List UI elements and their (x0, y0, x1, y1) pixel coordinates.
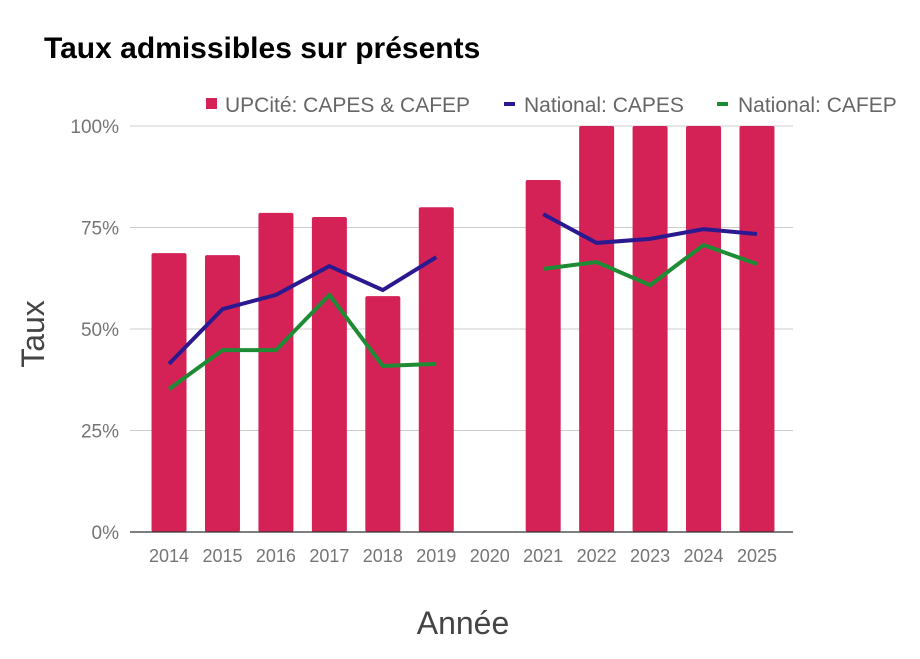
y-tick-label: 100% (70, 117, 119, 138)
y-axis-ticks: 0% 25% 50% 75% 100% (70, 117, 119, 544)
x-tick-label: 2021 (523, 546, 563, 566)
bar-2023 (632, 126, 668, 532)
legend-label-upcite: UPCité: CAPES & CAFEP (225, 94, 470, 117)
y-tick-label: 50% (81, 320, 119, 341)
y-axis-title: Taux (15, 300, 51, 368)
y-tick-label: 0% (92, 523, 120, 544)
x-axis-ticks: 2014 2015 2016 2017 2018 2019 2020 2021 2022 2023… (149, 546, 777, 566)
x-tick-label: 2018 (363, 546, 403, 566)
x-axis-title: Année (417, 605, 510, 641)
line-national-cafep (167, 291, 437, 391)
x-tick-label: 2016 (256, 546, 296, 566)
legend-swatch-national-capes (504, 102, 515, 106)
chart-title: Taux admissibles sur présents (44, 32, 480, 65)
legend: UPCité: CAPES & CAFEP National: CAPES Na… (206, 94, 897, 117)
bar-2016 (258, 212, 294, 532)
x-tick-label: 2017 (309, 546, 349, 566)
bar-2025 (739, 126, 775, 532)
bar-2019 (418, 207, 454, 532)
y-tick-label: 75% (81, 219, 119, 240)
x-tick-label: 2015 (202, 546, 242, 566)
bar-2022 (579, 126, 615, 532)
legend-swatch-national-cafep (717, 102, 728, 106)
legend-label-national-capes: National: CAPES (524, 94, 684, 117)
x-tick-label: 2024 (684, 546, 724, 566)
bar-2021 (525, 179, 561, 533)
legend-swatch-upcite (206, 98, 217, 109)
y-tick-label: 25% (81, 422, 119, 443)
line-national-capes (167, 255, 438, 366)
x-tick-label: 2022 (577, 546, 617, 566)
bar-2018 (365, 296, 401, 532)
x-tick-label: 2014 (149, 546, 189, 566)
bar-2014 (151, 253, 187, 532)
x-tick-label: 2020 (470, 546, 510, 566)
x-tick-label: 2025 (737, 546, 777, 566)
line-series (167, 212, 758, 391)
bar-2017 (311, 216, 347, 532)
x-tick-label: 2023 (630, 546, 670, 566)
legend-label-national-cafep: National: CAFEP (738, 94, 897, 117)
x-tick-label: 2019 (416, 546, 456, 566)
bar-2015 (204, 255, 240, 532)
gridlines (130, 125, 793, 431)
bar-2024 (686, 126, 722, 532)
